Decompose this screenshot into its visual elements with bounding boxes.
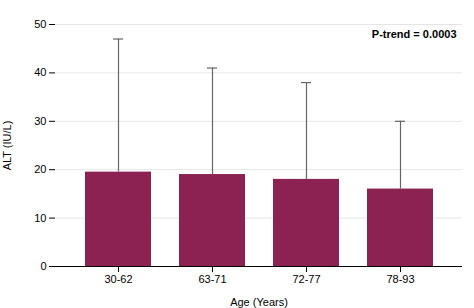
svg-text:0: 0 <box>40 260 46 272</box>
svg-text:30-62: 30-62 <box>104 273 132 285</box>
svg-text:40: 40 <box>34 66 46 78</box>
svg-text:30: 30 <box>34 115 46 127</box>
svg-text:P-trend = 0.0003: P-trend = 0.0003 <box>372 28 457 40</box>
svg-text:72-77: 72-77 <box>292 273 320 285</box>
svg-text:20: 20 <box>34 163 46 175</box>
svg-text:63-71: 63-71 <box>198 273 226 285</box>
svg-text:50: 50 <box>34 18 46 30</box>
svg-text:ALT (IU/L): ALT (IU/L) <box>1 121 13 171</box>
svg-text:10: 10 <box>34 212 46 224</box>
svg-text:78-93: 78-93 <box>386 273 414 285</box>
svg-text:Age (Years): Age (Years) <box>230 296 288 308</box>
